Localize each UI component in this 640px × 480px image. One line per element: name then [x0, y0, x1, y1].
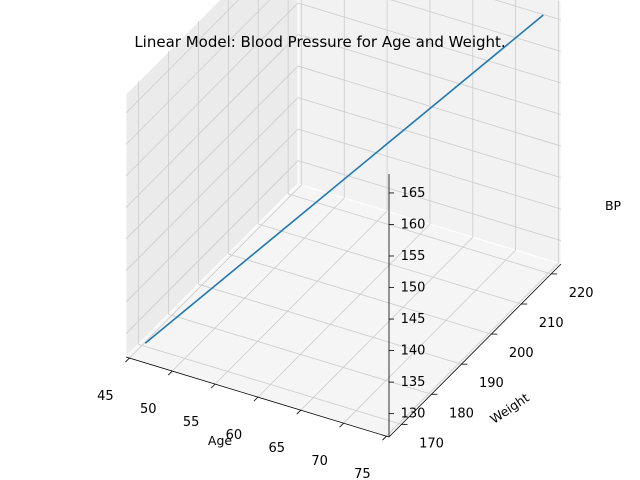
z-gridline — [125, 128, 299, 303]
y-tick-label: 210 — [539, 316, 564, 331]
y-gridline — [228, 253, 492, 335]
x-tick-label: 65 — [268, 441, 285, 456]
x-tick — [339, 422, 344, 428]
chart-ticks: 45 50 55 60 65 70 75 170 180 190 200 210 220 130 135 14… — [97, 186, 593, 480]
z-gridline — [494, 0, 562, 21]
z-gridline — [125, 65, 299, 240]
chart-series — [144, 14, 544, 344]
chart-gridlines — [125, 0, 562, 437]
x-tick — [382, 435, 387, 441]
z-tick-label: 155 — [401, 249, 426, 264]
z-gridline — [297, 2, 562, 84]
y-axis-label: Weight — [487, 390, 532, 427]
z-gridline — [297, 160, 562, 242]
z-axis-label: BP — [605, 198, 622, 213]
z-tick-label: 150 — [401, 281, 426, 296]
z-gridline — [390, 0, 562, 52]
y-axis-line — [388, 263, 562, 438]
z-tick-label: 130 — [401, 407, 426, 422]
z-gridline — [125, 97, 299, 271]
z-gridline — [125, 160, 299, 334]
x-gridline — [343, 249, 516, 424]
x-tick — [125, 357, 130, 363]
y-gridline — [198, 283, 462, 365]
z-gridline — [297, 128, 562, 210]
x-gridline — [214, 210, 388, 385]
y-gridline — [168, 313, 432, 395]
x-gridline — [300, 236, 474, 411]
x-tick — [210, 383, 216, 389]
z-tick-label: 165 — [401, 186, 426, 201]
series-line — [144, 14, 544, 344]
z-gridline — [125, 2, 299, 177]
x-axis-label: Age — [208, 433, 232, 448]
z-gridline — [297, 65, 562, 147]
z-tick-label: 140 — [401, 344, 426, 359]
x-gridline — [171, 197, 345, 372]
z-tick-label: 160 — [401, 217, 426, 232]
x-gridline — [129, 184, 302, 359]
chart-title: Linear Model: Blood Pressure for Age and… — [134, 33, 505, 51]
x-tick-label: 50 — [140, 402, 157, 417]
z-gridline — [125, 34, 299, 208]
x-gridline — [386, 262, 559, 437]
x-tick — [167, 370, 173, 376]
x-tick-label: 55 — [183, 415, 200, 430]
z-gridline — [297, 97, 562, 178]
x-gridline — [257, 223, 431, 398]
z-gridline — [125, 0, 239, 114]
y-gridline — [288, 193, 552, 275]
x-tick — [253, 396, 259, 402]
z-tick-label: 145 — [401, 312, 426, 327]
x-tick — [296, 409, 302, 415]
x-tick-label: 60 — [226, 428, 243, 443]
y-tick-label: 190 — [479, 376, 504, 391]
y-tick-label: 220 — [569, 286, 594, 301]
y-tick-label: 200 — [509, 346, 534, 361]
x-tick-label: 75 — [354, 467, 371, 480]
y-tick-label: 170 — [419, 436, 444, 451]
x-tick-label: 70 — [311, 454, 328, 469]
y-tick-label: 180 — [449, 406, 474, 421]
z-gridline — [125, 0, 271, 145]
chart-panes — [125, 0, 562, 438]
z-gridline — [297, 34, 562, 115]
x-tick-label: 45 — [97, 389, 114, 404]
z-tick-label: 135 — [401, 375, 426, 390]
y-gridline — [138, 343, 402, 425]
y-gridline — [258, 223, 522, 305]
